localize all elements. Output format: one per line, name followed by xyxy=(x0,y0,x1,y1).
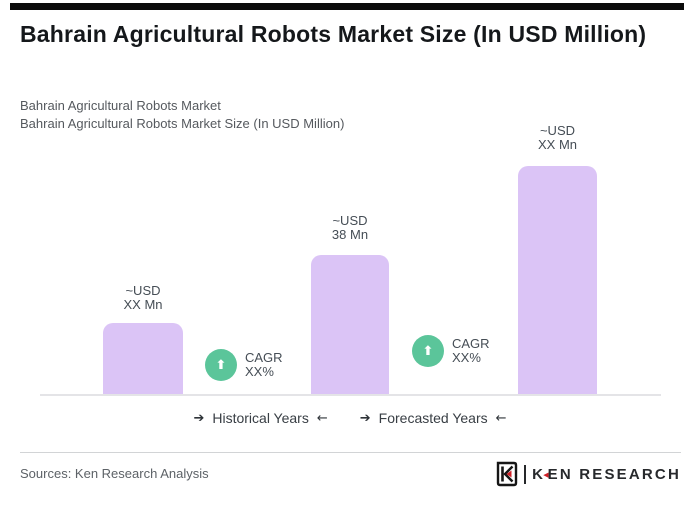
legend-item-forecasted: ➔ Forecasted Years ← xyxy=(360,410,507,426)
cagr-badge: CAGR XX% xyxy=(245,350,283,379)
arrow-right-icon: ➔ xyxy=(359,410,371,426)
logo-red-notch-icon: ◀ xyxy=(543,470,549,479)
subtitle-line-2: Bahrain Agricultural Robots Market Size … xyxy=(20,116,345,131)
page-title: Bahrain Agricultural Robots Market Size … xyxy=(20,21,647,47)
legend-label: Forecasted Years xyxy=(378,410,488,426)
ken-research-logo-icon xyxy=(496,461,518,487)
legend-item-historical: ➔ Historical Years ← xyxy=(193,410,327,426)
subtitle-line-1: Bahrain Agricultural Robots Market xyxy=(20,98,221,113)
logo-wordmark: K ◀ EN RESEARCH xyxy=(532,465,681,483)
ken-research-logo: K ◀ EN RESEARCH xyxy=(495,461,681,487)
footer-divider xyxy=(20,452,681,453)
cagr-badge: CAGR XX% xyxy=(452,336,490,365)
arrow-right-icon: ➔ xyxy=(193,410,205,426)
bar-value-label: ~USD XX Mn xyxy=(537,123,577,152)
top-accent-bar xyxy=(10,3,684,10)
bar-value-label: ~USD XX Mn xyxy=(123,283,163,312)
arrow-left-icon: ← xyxy=(495,410,507,426)
arrow-left-icon: ← xyxy=(316,410,328,426)
bar xyxy=(311,255,389,394)
cagr-up-icon: ⬆ xyxy=(412,335,444,367)
chart-subtitle: Bahrain Agricultural Robots Market Bahra… xyxy=(20,97,620,133)
logo-divider xyxy=(524,464,527,484)
legend-label: Historical Years xyxy=(212,410,309,426)
bar xyxy=(103,323,183,394)
up-arrow-icon: ⬆ xyxy=(215,357,227,373)
x-axis-line xyxy=(40,394,661,396)
cagr-up-icon: ⬆ xyxy=(205,349,237,381)
sources-note: Sources: Ken Research Analysis xyxy=(20,466,209,481)
chart-legend: ➔ Historical Years ← ➔ Forecasted Years … xyxy=(0,410,700,426)
bar xyxy=(518,166,597,394)
up-arrow-icon: ⬆ xyxy=(422,343,434,359)
bar-value-label: ~USD 38 Mn xyxy=(331,213,369,242)
